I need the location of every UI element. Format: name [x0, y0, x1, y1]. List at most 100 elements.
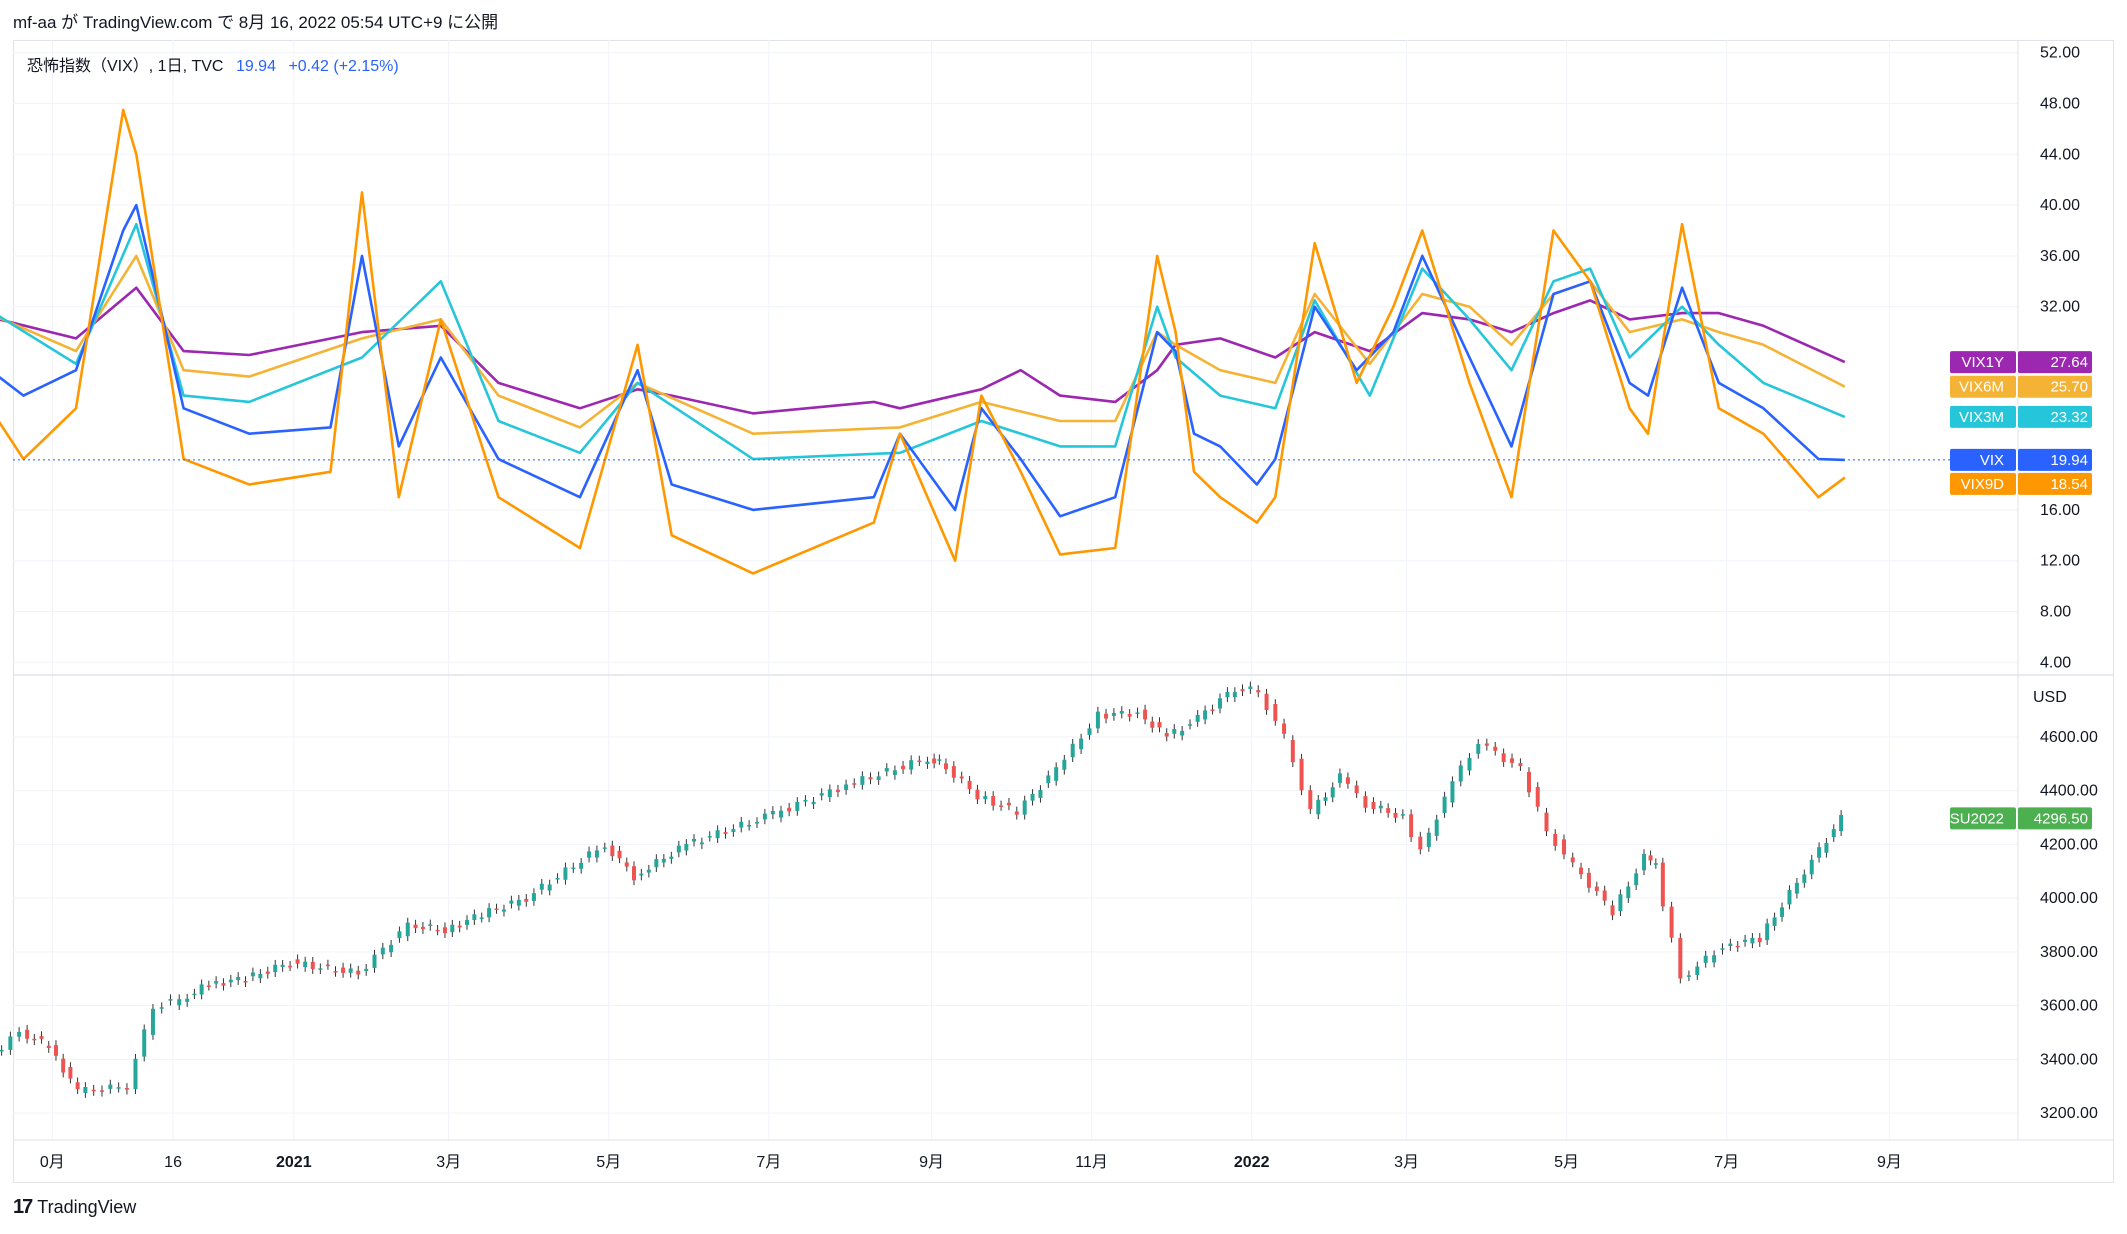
vix-y-tick-label: 52.00 — [2040, 45, 2080, 62]
candle-body — [639, 873, 644, 876]
candle-body — [1535, 787, 1540, 807]
vix-y-tick-label: 32.00 — [2040, 299, 2080, 316]
candle-body — [265, 971, 270, 974]
candle-body — [206, 985, 211, 987]
candle-body — [1371, 802, 1376, 809]
candle-body — [1188, 724, 1193, 726]
candle-body — [1095, 711, 1100, 729]
candle-body — [539, 883, 544, 890]
candle-body — [1225, 691, 1230, 698]
candle-body — [1030, 794, 1035, 801]
x-tick-label: 16 — [164, 1154, 182, 1171]
candle-body — [1143, 709, 1148, 720]
candle-body — [571, 867, 576, 870]
candle-body — [587, 851, 592, 858]
x-tick-label: 5月 — [1554, 1154, 1579, 1171]
tag-value: 23.32 — [2050, 409, 2088, 426]
x-tick-label: 2022 — [1234, 1154, 1270, 1171]
legend-change: +0.42 (+2.15%) — [288, 58, 399, 75]
candle-body — [1839, 814, 1844, 832]
candle-body — [1195, 714, 1200, 722]
candle-body — [1493, 746, 1498, 751]
candle-body — [168, 999, 173, 1001]
candle-body — [509, 900, 514, 904]
candle-body — [1570, 857, 1575, 863]
candle-body — [494, 908, 499, 911]
candle-body — [1400, 814, 1405, 816]
candle-body — [228, 979, 233, 983]
candle-body — [465, 920, 470, 925]
candle-body — [1418, 836, 1423, 850]
legend-value: 19.94 — [235, 58, 276, 75]
tag-value: 25.70 — [2050, 379, 2088, 396]
candle-body — [1316, 799, 1321, 815]
candle-body — [1172, 729, 1177, 734]
candle-body — [943, 763, 948, 770]
tag-value: 19.94 — [2050, 452, 2088, 469]
candle-body — [413, 924, 418, 929]
candle-body — [811, 801, 816, 805]
candle-body — [932, 758, 937, 764]
candle-body — [91, 1089, 96, 1092]
candle-body — [1248, 686, 1253, 690]
candle-body — [1354, 785, 1359, 794]
candle-body — [303, 961, 308, 968]
candle-body — [341, 967, 346, 973]
candle-body — [1157, 722, 1162, 728]
candle-body — [747, 825, 752, 827]
candle-body — [1135, 712, 1140, 714]
candle-body — [61, 1058, 66, 1073]
candle-body — [1087, 728, 1092, 735]
candle-body — [428, 924, 433, 926]
candle-body — [39, 1036, 44, 1039]
candle-body — [405, 922, 410, 937]
vix-y-tick-label: 16.00 — [2040, 502, 2080, 519]
candle-body — [75, 1082, 80, 1090]
es-y-tick-label: 3600.00 — [2040, 998, 2098, 1015]
candle-body — [333, 971, 338, 973]
candle-body — [795, 801, 800, 811]
candle-body — [100, 1090, 105, 1092]
candle-body — [1104, 713, 1109, 719]
candle-body — [1006, 802, 1011, 806]
candle-body — [892, 770, 897, 775]
tag-name: VIX1Y — [1961, 354, 2004, 371]
candle-body — [199, 984, 204, 995]
tag-value: 18.54 — [2050, 476, 2088, 493]
candle-body — [1610, 905, 1615, 916]
candle-body — [1038, 789, 1043, 798]
candle-body — [1458, 765, 1463, 782]
candle-body — [295, 959, 300, 964]
x-tick-label: 11月 — [1075, 1154, 1108, 1171]
candle-body — [610, 845, 615, 857]
tag-name: VIX9D — [1961, 476, 2005, 493]
candle-body — [835, 789, 840, 793]
candle-body — [917, 760, 922, 763]
x-tick-label: 2021 — [276, 1154, 312, 1171]
candle-body — [852, 783, 857, 785]
candle-body — [1703, 955, 1708, 963]
candle-body — [372, 954, 377, 968]
candle-body — [1337, 773, 1342, 783]
candle-body — [1765, 923, 1770, 941]
candle-body — [1308, 790, 1313, 810]
candle-body — [1712, 955, 1717, 963]
candle-body — [177, 999, 182, 1006]
last-value-tag-vix1y: VIX1Y 27.64 — [1950, 351, 2092, 374]
candle-body — [1054, 767, 1059, 781]
candle-body — [602, 847, 607, 849]
es-y-tick-label: 4400.00 — [2040, 783, 2098, 800]
candle-body — [1648, 855, 1653, 861]
candle-body — [1561, 839, 1566, 855]
candle-body — [779, 810, 784, 818]
candle-body — [1079, 738, 1084, 750]
candle-body — [53, 1045, 58, 1056]
series-line-vix3m — [0, 222, 1846, 461]
candle-body — [1476, 743, 1481, 754]
candle-body — [624, 862, 629, 867]
candle-body — [420, 926, 425, 930]
candle-body — [1442, 796, 1447, 813]
candle-body — [1518, 763, 1523, 767]
footer-brand[interactable]: 17 TradingView — [13, 1196, 136, 1219]
